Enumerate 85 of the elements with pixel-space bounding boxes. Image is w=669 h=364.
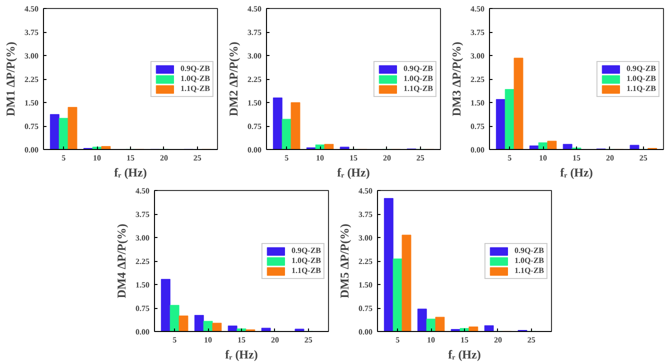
x-tick-label: 20 xyxy=(494,336,502,344)
y-tick-label: 0.00 xyxy=(24,146,38,154)
y-tick-label: 1.50 xyxy=(136,280,150,290)
x-tick-label: 20 xyxy=(382,154,391,162)
y-tick-label: 3.00 xyxy=(136,234,150,242)
legend-label: 1.0Q-ZB xyxy=(403,74,433,84)
y-tick-label: 0.75 xyxy=(136,304,150,313)
y-tick-label: 3.00 xyxy=(24,52,38,60)
legend-label: 0.9Q-ZB xyxy=(291,246,321,256)
x-tick-label: 15 xyxy=(350,154,358,162)
legend-label: 1.1Q-ZB xyxy=(291,266,321,276)
y-tick-label: 4.50 xyxy=(470,4,484,14)
y-tick-label: 1.50 xyxy=(358,280,372,290)
x-tick-label: 20 xyxy=(270,336,279,344)
x-tick-label: 25 xyxy=(527,336,536,344)
x-axis-title: fᵣ (Hz) xyxy=(560,166,593,180)
legend-label: 1.0Q-ZB xyxy=(514,256,544,266)
y-tick-label: 2.25 xyxy=(470,75,484,84)
y-tick-label: 0.75 xyxy=(248,122,262,131)
x-tick-label: 20 xyxy=(160,154,168,162)
y-axis-title: DM3 ΔP/P(%) xyxy=(450,42,464,116)
x-axis-title: fᵣ (Hz) xyxy=(337,166,370,180)
y-tick-label: 2.25 xyxy=(24,75,38,84)
y-tick-label: 0.00 xyxy=(470,146,484,154)
x-tick-label: 25 xyxy=(639,154,648,162)
y-axis-title: DM1 ΔP/P(%) xyxy=(4,42,18,116)
x-tick-label: 5 xyxy=(62,154,66,162)
x-tick-label: 10 xyxy=(204,336,212,344)
y-tick-label: 3.75 xyxy=(470,28,484,37)
y-tick-label: 3.75 xyxy=(248,28,262,37)
x-tick-label: 25 xyxy=(193,154,202,162)
x-tick-label: 10 xyxy=(93,154,102,162)
y-axis-title: DM2 ΔP/P(%) xyxy=(226,42,240,116)
x-tick-label: 15 xyxy=(572,154,580,162)
x-axis-title: fᵣ (Hz) xyxy=(448,348,481,362)
legend-label: 1.0Q-ZB xyxy=(180,74,210,84)
y-tick-label: 4.50 xyxy=(24,4,38,14)
x-tick-label: 25 xyxy=(416,154,424,162)
legend-label: 1.0Q-ZB xyxy=(291,256,321,266)
y-tick-label: 4.50 xyxy=(248,4,262,14)
y-tick-label: 2.25 xyxy=(136,257,150,266)
y-tick-label: 3.00 xyxy=(248,52,262,60)
x-tick-label: 10 xyxy=(316,154,324,162)
legend-label: 0.9Q-ZB xyxy=(626,64,656,74)
y-tick-label: 4.50 xyxy=(136,186,150,196)
y-tick-label: 0.75 xyxy=(358,304,372,313)
y-tick-label: 0.00 xyxy=(358,328,372,336)
x-tick-label: 15 xyxy=(460,336,468,344)
x-axis-title: fᵣ (Hz) xyxy=(225,348,258,362)
legend-label: 1.1Q-ZB xyxy=(180,84,210,94)
x-tick-label: 20 xyxy=(606,154,614,162)
legend-label: 1.1Q-ZB xyxy=(403,84,433,94)
y-tick-label: 2.25 xyxy=(248,75,262,84)
x-tick-label: 10 xyxy=(539,154,548,162)
x-tick-label: 15 xyxy=(126,154,134,162)
legend-label: 1.1Q-ZB xyxy=(514,266,544,276)
legend-label: 1.1Q-ZB xyxy=(626,84,656,94)
x-tick-label: 5 xyxy=(284,154,289,162)
y-tick-label: 0.75 xyxy=(24,122,38,131)
legend-label: 0.9Q-ZB xyxy=(514,246,544,256)
y-axis-title: DM5 ΔP/P(%) xyxy=(338,224,352,298)
x-axis-title: fᵣ (Hz) xyxy=(114,166,147,180)
y-tick-label: 0.00 xyxy=(248,146,262,154)
legend-label: 0.9Q-ZB xyxy=(403,64,433,74)
x-tick-label: 10 xyxy=(427,336,436,344)
x-tick-label: 5 xyxy=(396,336,400,344)
x-tick-label: 5 xyxy=(508,154,512,162)
x-tick-label: 5 xyxy=(172,336,177,344)
legend-label: 0.9Q-ZB xyxy=(180,64,210,74)
x-tick-label: 25 xyxy=(304,336,312,344)
y-axis-title: DM4 ΔP/P(%) xyxy=(114,224,128,298)
y-tick-label: 4.50 xyxy=(358,186,372,196)
y-tick-label: 3.75 xyxy=(136,210,150,219)
y-tick-label: 1.50 xyxy=(470,98,484,108)
y-tick-label: 1.50 xyxy=(248,98,262,108)
y-tick-label: 0.00 xyxy=(136,328,150,336)
y-tick-label: 3.75 xyxy=(24,28,38,37)
x-tick-label: 15 xyxy=(238,336,246,344)
legend-label: 1.0Q-ZB xyxy=(626,74,656,84)
y-tick-label: 1.50 xyxy=(24,98,38,108)
y-tick-label: 3.00 xyxy=(470,52,484,60)
y-tick-label: 3.00 xyxy=(358,234,372,242)
y-tick-label: 2.25 xyxy=(358,257,372,266)
y-tick-label: 0.75 xyxy=(470,122,484,131)
y-tick-label: 3.75 xyxy=(358,210,372,219)
